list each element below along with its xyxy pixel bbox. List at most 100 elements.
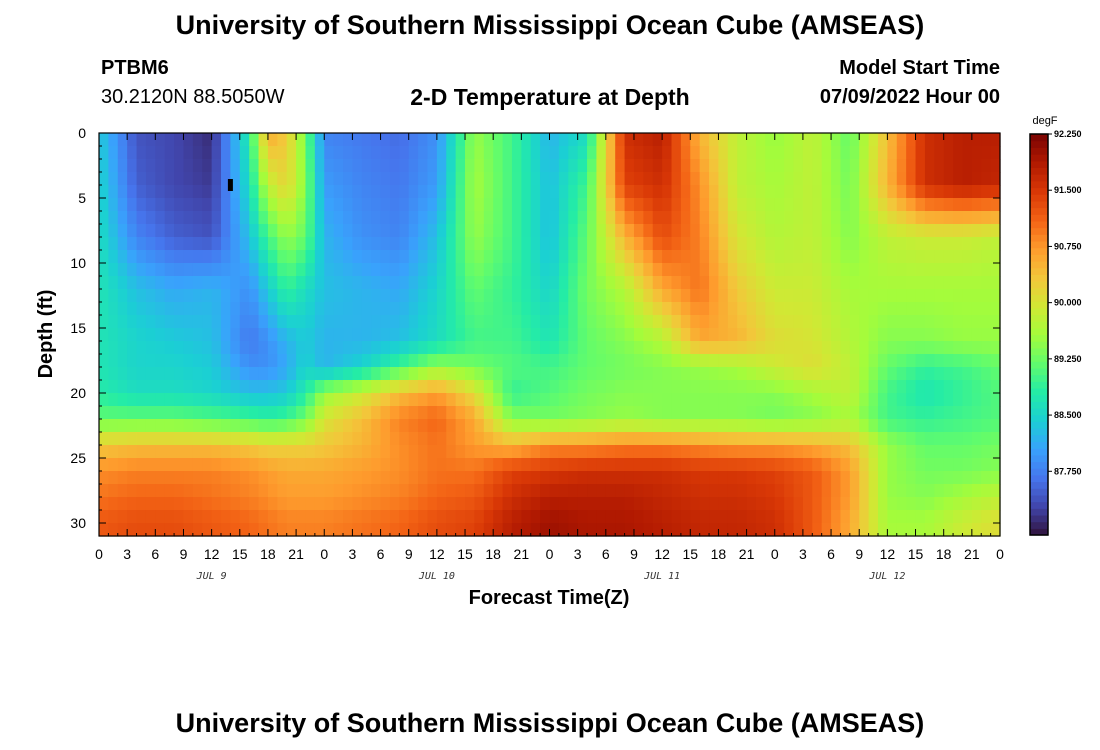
heatmap-cell [145,224,156,238]
heatmap-cell [202,380,213,394]
heatmap-cell [652,146,663,160]
heatmap-cell [953,432,964,446]
heatmap-cell [680,250,691,264]
heatmap-cell [953,263,964,277]
heatmap-cell [915,237,926,251]
heatmap-cell [755,445,766,459]
heatmap-cell [990,263,1001,277]
heatmap-cell [774,393,785,407]
heatmap-cell [408,484,419,498]
heatmap-cell [746,393,757,407]
heatmap-cell [615,211,626,225]
units-label: degF [1032,115,1057,127]
heatmap-cell [164,419,175,433]
heatmap-cell [877,367,888,381]
heatmap-cell [211,133,222,147]
heatmap-cell [211,510,222,524]
heatmap-cell [981,146,992,160]
heatmap-cell [671,419,682,433]
heatmap-cell [221,367,231,381]
heatmap-cell [483,263,494,277]
heatmap-cell [267,458,278,472]
heatmap-cell [718,211,729,225]
heatmap-cell [671,484,682,498]
heatmap-cell [934,419,945,433]
heatmap-cell [821,315,832,329]
heatmap-cell [361,406,372,420]
heatmap-cell [699,146,710,160]
heatmap-cell [784,432,795,446]
heatmap-cell [624,211,635,225]
heatmap-cell [521,185,532,199]
heatmap-cell [296,237,307,251]
heatmap-cell [493,458,504,472]
heatmap-cell [953,172,964,186]
heatmap-cell [145,211,156,225]
heatmap-cell [981,159,992,173]
heatmap-cell [671,315,682,329]
heatmap-cell [615,263,626,277]
heatmap-cell [399,419,410,433]
heatmap-cell [380,133,391,147]
heatmap-cell [887,302,898,316]
heatmap-cell [99,198,109,212]
heatmap-cell [690,432,701,446]
heatmap-cell [277,237,288,251]
colorbar-segment [1030,381,1048,389]
heatmap-cell [840,341,851,355]
heatmap-cell [718,159,729,173]
heatmap-cell [990,471,1001,485]
heatmap-cell [155,354,166,368]
heatmap-cell [258,458,269,472]
heatmap-cell [615,354,626,368]
heatmap-cell [427,497,438,511]
model-start-value: 07/09/2022 Hour 00 [819,86,1000,108]
heatmap-cell [511,133,522,147]
heatmap-cell [277,458,288,472]
heatmap-cell [709,419,720,433]
heatmap-cell [652,367,663,381]
heatmap-cell [662,354,673,368]
heatmap-cell [671,328,682,342]
heatmap-cell [530,458,541,472]
heatmap-cell [164,198,175,212]
heatmap-cell [924,497,935,511]
heatmap-cell [577,146,588,160]
heatmap-cell [924,289,935,303]
heatmap-cell [99,406,109,420]
heatmap-cell [418,419,429,433]
heatmap-cell [746,276,757,290]
heatmap-cell [371,484,382,498]
heatmap-cell [587,328,598,342]
heatmap-cell [455,419,466,433]
heatmap-cell [662,172,673,186]
heatmap-cell [192,510,203,524]
heatmap-cell [239,328,250,342]
heatmap-cell [286,315,297,329]
heatmap-cell [314,341,325,355]
heatmap-cell [202,302,213,316]
heatmap-cell [202,510,213,524]
heatmap-cell [474,523,485,537]
heatmap-cell [399,159,410,173]
heatmap-cell [145,146,156,160]
heatmap-cell [746,367,757,381]
heatmap-cell [117,133,128,147]
heatmap-cell [174,471,185,485]
colorbar-segment [1030,414,1048,422]
heatmap-cell [136,354,147,368]
heatmap-cell [868,510,879,524]
heatmap-cell [483,237,494,251]
heatmap-cell [906,328,917,342]
heatmap-cell [305,237,316,251]
heatmap-cell [352,419,363,433]
heatmap-cell [821,406,832,420]
heatmap-cell [859,263,870,277]
heatmap-cell [549,159,560,173]
heatmap-cell [737,393,748,407]
heatmap-cell [127,289,138,303]
heatmap-cell [831,510,842,524]
heatmap-cell [802,133,813,147]
heatmap-cell [868,302,879,316]
heatmap-cell [324,393,335,407]
